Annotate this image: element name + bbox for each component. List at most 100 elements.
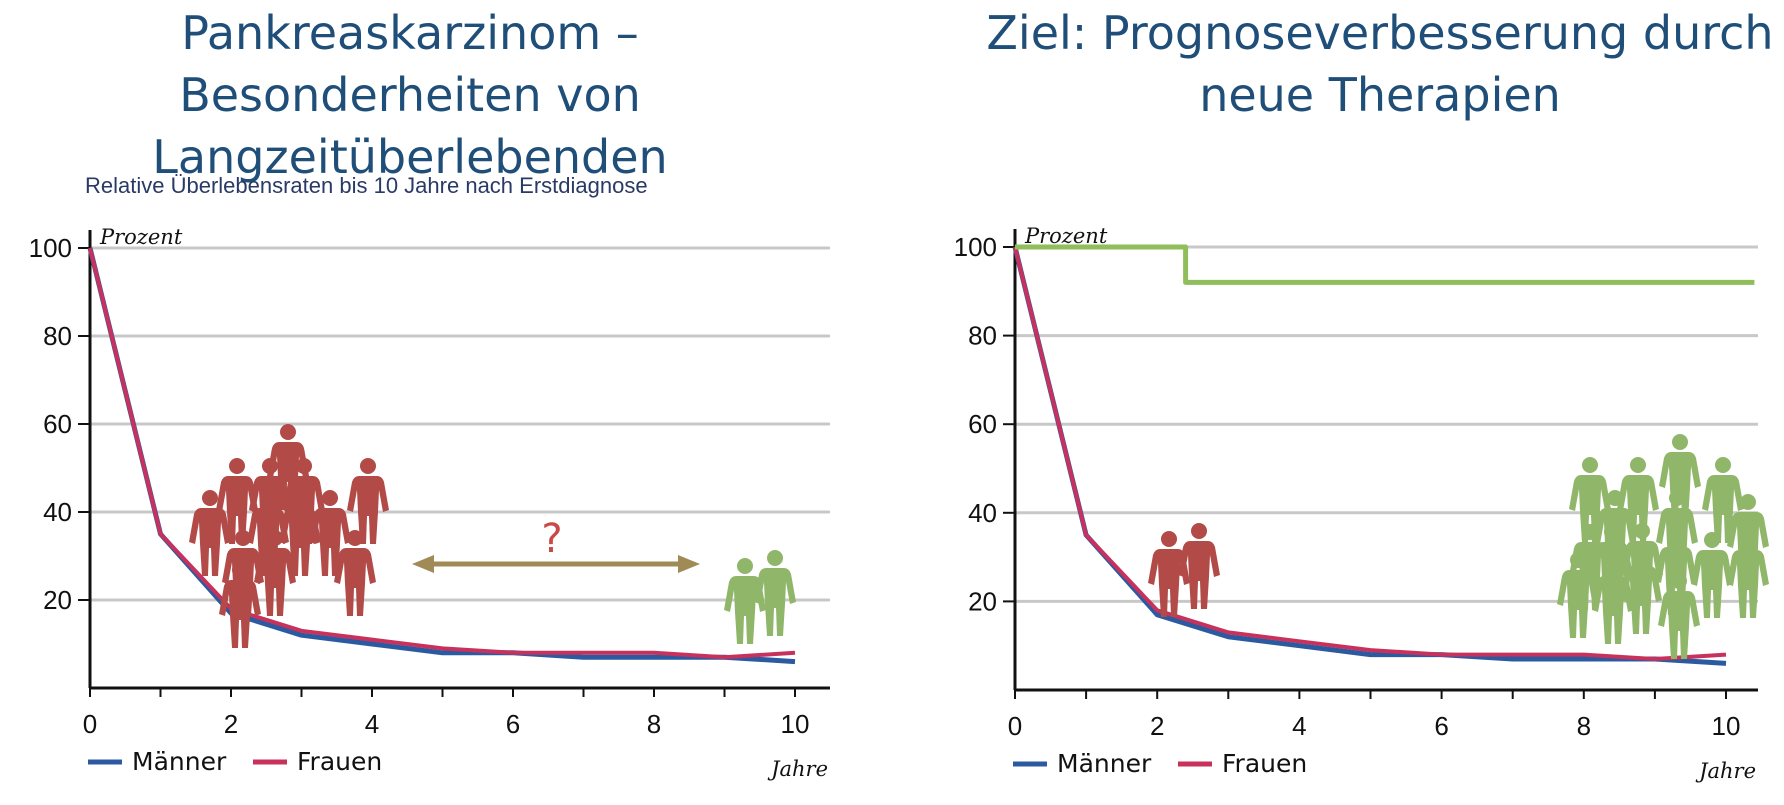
person-body <box>1617 475 1659 543</box>
person-icon-red <box>347 458 389 544</box>
arrow-head-left <box>412 555 434 573</box>
person-body <box>1620 566 1662 634</box>
person-icon-green <box>1659 434 1701 520</box>
person-body <box>309 508 351 576</box>
y-tick-label: 60 <box>43 409 72 439</box>
legend-label-maenner: Männer <box>132 747 227 776</box>
person-head <box>1715 457 1731 473</box>
person-head <box>1669 490 1685 506</box>
y-tick-label: 20 <box>968 586 997 616</box>
chart-subtitle: Relative Überlebensraten bis 10 Jahre na… <box>85 173 648 198</box>
person-head <box>347 530 363 546</box>
series-line-frauen <box>88 247 796 660</box>
person-icon-red <box>267 424 309 510</box>
person-icon-green <box>1691 532 1733 618</box>
person-icon-green <box>1620 548 1662 634</box>
person-head <box>202 490 218 506</box>
y-tick-label: 40 <box>968 498 997 528</box>
person-icon-green <box>1702 457 1744 543</box>
person-head <box>1161 531 1177 547</box>
person-head <box>360 458 376 474</box>
person-head <box>1740 532 1756 548</box>
person-icon-red <box>216 458 258 544</box>
x-tick-label: 4 <box>365 709 379 739</box>
person-head <box>1634 523 1650 539</box>
y-tick-label: 100 <box>954 232 997 262</box>
person-icon-red <box>219 562 261 648</box>
person-head <box>267 530 283 546</box>
person-body <box>334 548 376 616</box>
person-head <box>767 550 783 566</box>
legend-label-maenner: Männer <box>1057 749 1152 778</box>
x-tick-label: 0 <box>1008 711 1022 741</box>
person-head <box>1672 434 1688 450</box>
left-slide-title: Pankreaskarzinom – Besonderheiten von La… <box>152 6 668 184</box>
y-tick-label: 80 <box>43 321 72 351</box>
person-body <box>1178 541 1220 609</box>
x-tick-label: 10 <box>781 709 810 739</box>
person-icon-green <box>1617 457 1659 543</box>
question-mark: ? <box>541 516 562 562</box>
series-line-maenner <box>87 247 796 665</box>
person-head <box>1668 529 1684 545</box>
person-icon-red <box>1148 531 1190 617</box>
person-body <box>347 476 389 544</box>
person-head <box>292 490 308 506</box>
person-head <box>229 458 245 474</box>
legend-label-frauen: Frauen <box>297 747 382 776</box>
y-axis-label: Prozent <box>1024 224 1108 248</box>
person-head <box>1570 552 1586 568</box>
person-head <box>235 530 251 546</box>
person-head <box>232 562 248 578</box>
person-head <box>1582 524 1598 540</box>
person-head <box>1630 457 1646 473</box>
person-head <box>1605 558 1621 574</box>
x-tick-label: 6 <box>1434 711 1448 741</box>
person-body <box>247 508 289 576</box>
person-body <box>1702 475 1744 543</box>
person-head <box>296 458 312 474</box>
person-body <box>1659 452 1701 520</box>
person-head <box>1604 524 1620 540</box>
person-body <box>267 442 309 510</box>
person-icon-green <box>1727 532 1769 618</box>
person-icon-green <box>1569 457 1611 543</box>
person-head <box>1191 523 1207 539</box>
person-icon-green <box>1557 552 1599 638</box>
person-head <box>1633 548 1649 564</box>
y-tick-label: 60 <box>968 409 997 439</box>
legend-label-frauen: Frauen <box>1222 749 1307 778</box>
person-head <box>1671 573 1687 589</box>
person-icon-green <box>724 558 766 644</box>
person-head <box>322 490 338 506</box>
person-head <box>262 458 278 474</box>
x-tick-label: 4 <box>1292 711 1306 741</box>
y-tick-label: 40 <box>43 497 72 527</box>
person-head <box>1740 494 1756 510</box>
y-tick-label: 100 <box>29 233 72 263</box>
person-body <box>1658 591 1700 659</box>
person-body <box>1691 550 1733 618</box>
x-axis-label: Jahre <box>1695 759 1756 783</box>
x-tick-label: 2 <box>1150 711 1164 741</box>
goal-series-line <box>1015 244 1755 285</box>
person-body <box>1569 475 1611 543</box>
x-axis-label: Jahre <box>767 757 828 781</box>
person-body <box>219 580 261 648</box>
person-icon-green <box>1658 573 1700 659</box>
x-tick-label: 0 <box>83 709 97 739</box>
person-head <box>1704 532 1720 548</box>
person-body <box>254 548 296 616</box>
person-body <box>189 508 231 576</box>
right-slide-title: Ziel: Prognoseverbesserung durch neue Th… <box>986 6 1774 122</box>
person-head <box>280 424 296 440</box>
person-icon-red <box>189 490 231 576</box>
person-body <box>754 568 796 636</box>
person-head <box>737 558 753 574</box>
person-body <box>1727 550 1769 618</box>
y-axis-label: Prozent <box>99 225 183 249</box>
person-body <box>279 508 321 576</box>
x-tick-label: 8 <box>1577 711 1591 741</box>
x-tick-label: 2 <box>224 709 238 739</box>
